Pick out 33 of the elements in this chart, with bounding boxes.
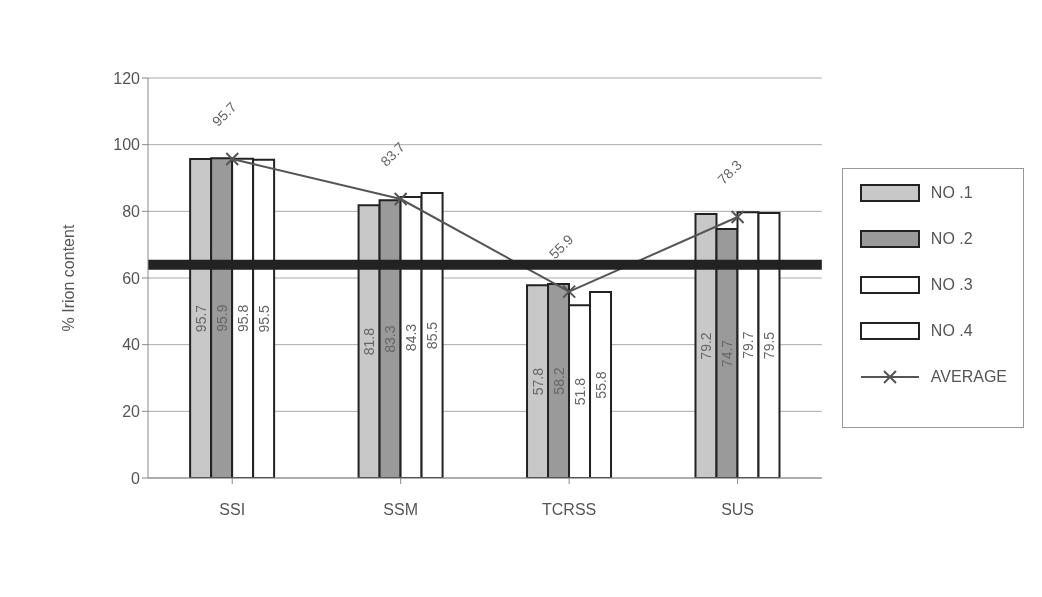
y-tick-label: 0 xyxy=(131,469,141,487)
point xyxy=(225,152,240,166)
y-tick-label: 20 xyxy=(122,403,141,421)
x-tick-label: SSI xyxy=(219,501,246,519)
data-label: 51.8 xyxy=(571,377,588,406)
data-label: 85.5 xyxy=(424,321,441,350)
data-label: 57.8 xyxy=(529,367,546,396)
data-label: 79.5 xyxy=(760,331,777,360)
data-label: 79.2 xyxy=(697,332,714,360)
legend-label: AVERAGE xyxy=(930,368,1007,386)
data-label: 81.8 xyxy=(361,327,378,356)
y-axis-title: % Irion content xyxy=(59,224,77,332)
data-label: 84.3 xyxy=(403,323,420,352)
y-tick-label: 60 xyxy=(122,269,141,287)
point xyxy=(393,192,408,206)
legend-label: NO .4 xyxy=(930,322,973,340)
y-tick-label: 120 xyxy=(113,69,141,87)
x-tick-label: SSM xyxy=(383,501,419,519)
y-tick-label: 80 xyxy=(122,203,141,221)
data-label: 95.8 xyxy=(234,304,251,332)
data-label: 79.7 xyxy=(739,331,756,359)
legend-label: NO .1 xyxy=(930,184,973,202)
legend-label: NO .3 xyxy=(930,276,973,294)
legend-label: NO .2 xyxy=(930,230,973,248)
x-tick-label: SUS xyxy=(721,501,755,519)
data-label: 95.7 xyxy=(192,304,209,333)
data-label: 55.8 xyxy=(592,371,609,399)
point xyxy=(730,210,745,224)
point xyxy=(562,284,577,299)
data-label: 95.5 xyxy=(255,305,272,333)
y-tick-label: 40 xyxy=(122,336,141,354)
x-tick-label: TCRSS xyxy=(542,501,597,519)
y-tick-label: 100 xyxy=(113,136,141,154)
